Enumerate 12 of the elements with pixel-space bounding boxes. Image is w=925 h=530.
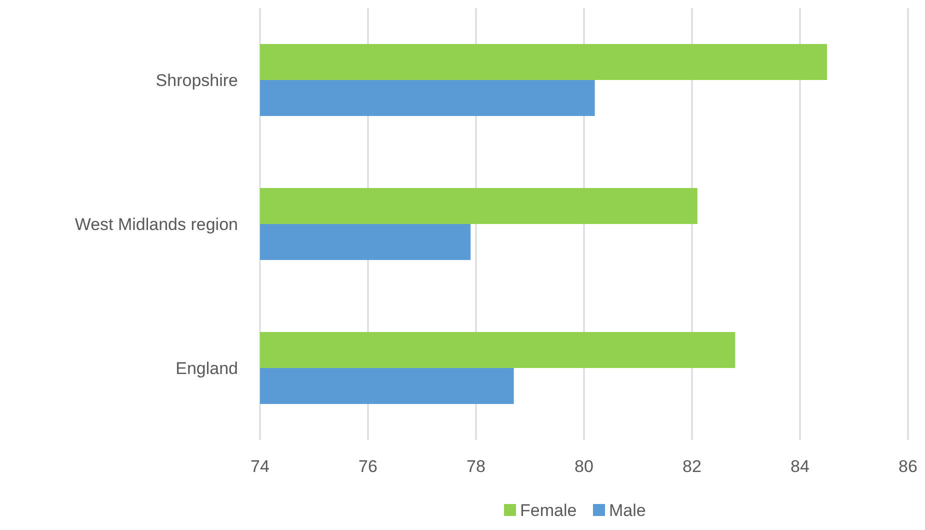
y-tick-label: Shropshire: [156, 71, 238, 90]
legend-label: Male: [609, 501, 646, 520]
x-tick-label: 74: [250, 457, 270, 476]
x-tick-label: 84: [790, 457, 810, 476]
x-tick-label: 76: [358, 457, 378, 476]
x-tick-label: 86: [898, 457, 918, 476]
x-tick-label: 82: [682, 457, 702, 476]
x-tick-label: 78: [466, 457, 486, 476]
y-tick-label: West Midlands region: [74, 215, 238, 234]
x-tick-label: 80: [574, 457, 594, 476]
y-tick-label: England: [176, 359, 238, 378]
legend-label: Female: [520, 501, 577, 520]
